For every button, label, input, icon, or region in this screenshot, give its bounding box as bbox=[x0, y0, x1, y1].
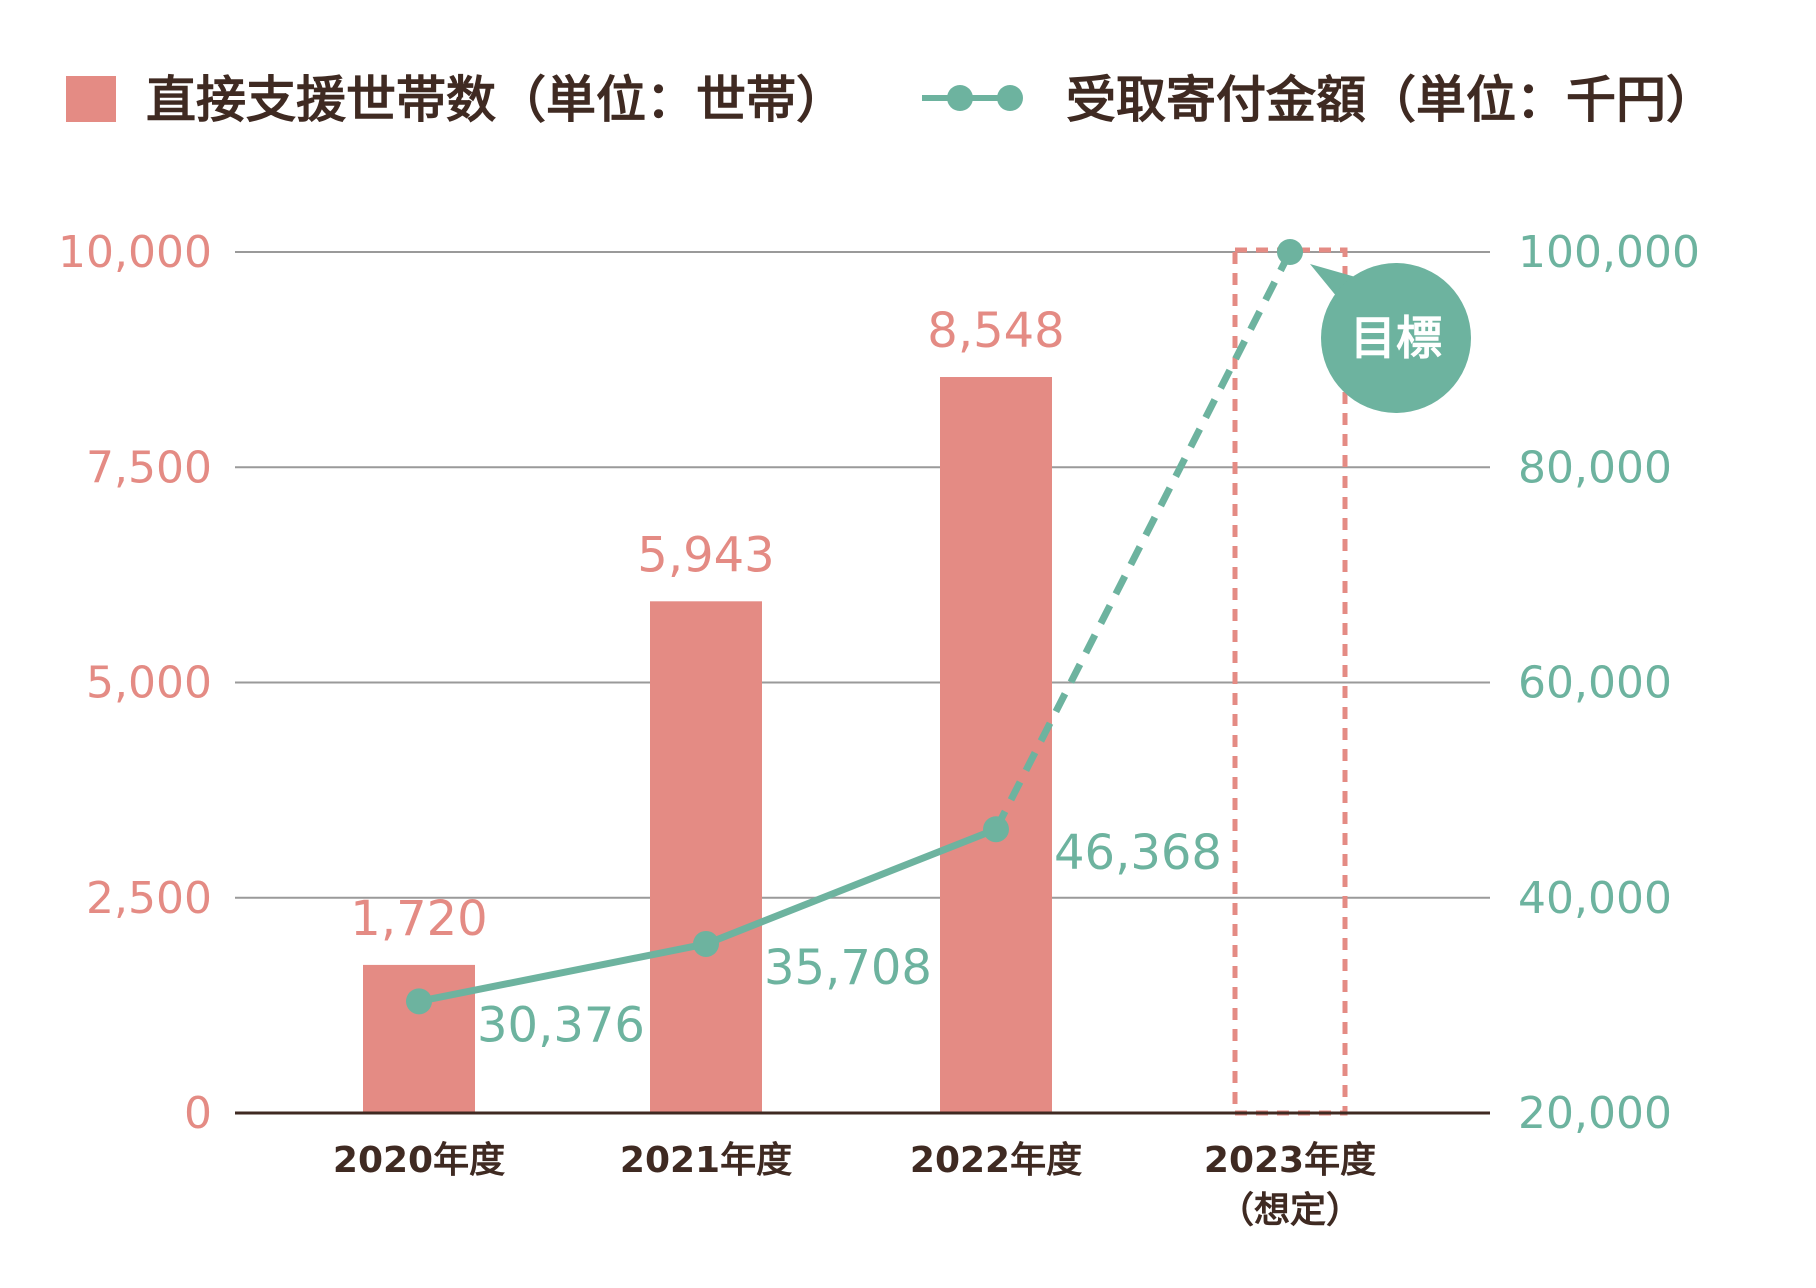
line-layer bbox=[406, 239, 1303, 1015]
y-left-tick-label: 2,500 bbox=[86, 873, 212, 924]
legend-bar-swatch bbox=[66, 76, 116, 122]
bar bbox=[363, 964, 475, 1113]
y-left-tick-label: 7,500 bbox=[86, 442, 212, 493]
bar-value-label: 5,943 bbox=[637, 527, 774, 583]
y-right-tick-label: 80,000 bbox=[1518, 442, 1672, 493]
bar bbox=[650, 601, 762, 1113]
line-series-projected bbox=[992, 250, 1294, 831]
y-right-tick-label: 100,000 bbox=[1518, 227, 1700, 278]
y-right-tick-label: 20,000 bbox=[1518, 1088, 1672, 1139]
y-left-tick-label: 10,000 bbox=[58, 227, 212, 278]
x-tick-label: 2022年度 bbox=[910, 1140, 1082, 1181]
line-point bbox=[406, 988, 432, 1015]
grid-layer bbox=[235, 251, 1490, 899]
x-tick-sublabel: （想定） bbox=[1218, 1190, 1362, 1231]
x-tick-label: 2020年度 bbox=[333, 1140, 505, 1181]
target-layer bbox=[1232, 247, 1471, 1116]
legend: 直接支援世帯数（単位：世帯） 受取寄付金額（単位：千円） bbox=[66, 71, 1716, 129]
bar-value-label: 8,548 bbox=[927, 303, 1064, 359]
label-layer: 0 2,500 5,000 7,500 10,000 20,000 40,000 60,000… bbox=[58, 227, 1700, 1231]
y-left-tick-label: 0 bbox=[184, 1088, 212, 1139]
legend-line-swatch bbox=[922, 85, 1023, 111]
y-right-tick-label: 40,000 bbox=[1518, 873, 1672, 924]
bar-layer bbox=[363, 377, 1052, 1113]
line-point bbox=[693, 930, 719, 957]
y-left-tick-label: 5,000 bbox=[86, 658, 212, 709]
legend-line-marker bbox=[997, 85, 1023, 111]
target-label: 目標 bbox=[1350, 311, 1442, 365]
legend-line-marker bbox=[947, 85, 973, 111]
line-value-label: 30,376 bbox=[477, 997, 645, 1053]
target-dashed-box bbox=[1232, 247, 1348, 1116]
legend-bar-label: 直接支援世帯数（単位：世帯） bbox=[146, 71, 846, 129]
line-value-label: 46,368 bbox=[1054, 825, 1222, 881]
target-callout-bubble bbox=[1321, 263, 1471, 413]
bar-value-label: 1,720 bbox=[350, 891, 487, 947]
legend-line-label: 受取寄付金額（単位：千円） bbox=[1066, 71, 1716, 129]
x-tick-label: 2023年度 bbox=[1204, 1140, 1376, 1181]
bar bbox=[940, 377, 1052, 1113]
x-tick-label: 2021年度 bbox=[620, 1140, 792, 1181]
line-point bbox=[1277, 239, 1303, 265]
y-right-tick-label: 60,000 bbox=[1518, 658, 1672, 709]
line-point bbox=[983, 816, 1009, 843]
line-value-label: 35,708 bbox=[764, 940, 932, 996]
